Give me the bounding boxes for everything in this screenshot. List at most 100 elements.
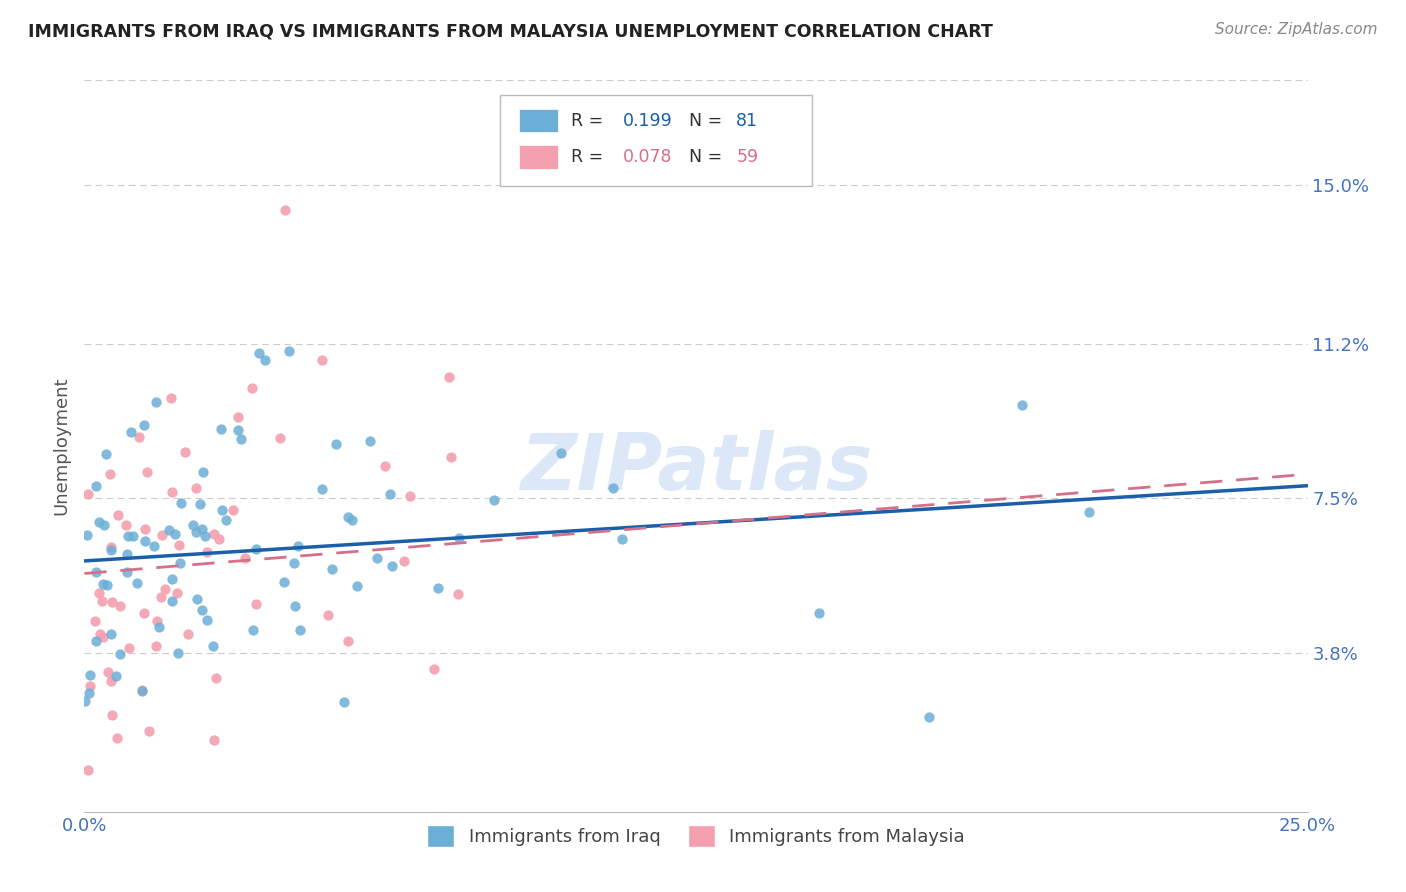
Point	[101, 708, 124, 723]
Point	[132, 417, 155, 432]
Point	[91, 576, 114, 591]
Text: N =: N =	[678, 148, 727, 166]
FancyBboxPatch shape	[519, 145, 558, 169]
Point	[193, 465, 215, 479]
Point	[79, 679, 101, 693]
Point	[132, 606, 155, 620]
Point	[134, 522, 156, 536]
Point	[392, 554, 415, 568]
Point	[602, 481, 624, 495]
Point	[96, 578, 118, 592]
Point	[273, 574, 295, 589]
Point	[311, 482, 333, 496]
Text: R =: R =	[571, 148, 609, 166]
Point	[100, 627, 122, 641]
Point	[194, 529, 217, 543]
Point	[117, 547, 139, 561]
Point	[284, 599, 307, 613]
Point	[166, 586, 188, 600]
Point	[283, 556, 305, 570]
Point	[374, 458, 396, 473]
Point	[76, 487, 98, 501]
FancyBboxPatch shape	[501, 95, 813, 186]
Point	[167, 538, 190, 552]
Point	[247, 346, 270, 360]
Point	[100, 673, 122, 688]
Point	[100, 543, 122, 558]
Point	[96, 447, 118, 461]
Point	[202, 733, 225, 747]
Point	[201, 640, 224, 654]
Y-axis label: Unemployment: Unemployment	[52, 376, 70, 516]
Point	[253, 353, 276, 368]
Point	[215, 513, 238, 527]
Point	[89, 586, 111, 600]
Point	[446, 587, 468, 601]
Point	[145, 639, 167, 653]
Point	[191, 522, 214, 536]
Point	[359, 434, 381, 448]
Point	[115, 518, 138, 533]
Point	[143, 539, 166, 553]
Point	[449, 531, 471, 545]
Point	[127, 575, 149, 590]
Point	[162, 572, 184, 586]
Point	[208, 533, 231, 547]
Point	[169, 556, 191, 570]
Point	[325, 437, 347, 451]
Point	[105, 731, 128, 745]
Point	[115, 566, 138, 580]
Point	[108, 648, 131, 662]
Point	[89, 515, 111, 529]
Point	[145, 395, 167, 409]
Text: R =: R =	[571, 112, 609, 129]
Point	[177, 627, 200, 641]
Point	[422, 662, 444, 676]
Point	[120, 425, 142, 440]
Text: Source: ZipAtlas.com: Source: ZipAtlas.com	[1215, 22, 1378, 37]
Point	[245, 541, 267, 556]
Point	[381, 559, 404, 574]
Point	[610, 532, 633, 546]
Point	[183, 518, 205, 533]
Point	[170, 495, 193, 509]
Point	[157, 523, 180, 537]
Point	[184, 524, 207, 539]
Point	[226, 410, 249, 425]
Point	[89, 627, 111, 641]
Point	[226, 423, 249, 437]
Point	[437, 369, 460, 384]
Point	[167, 646, 190, 660]
Point	[90, 594, 112, 608]
Point	[321, 562, 343, 576]
Point	[186, 591, 208, 606]
Point	[366, 551, 388, 566]
Point	[91, 630, 114, 644]
Point	[398, 489, 420, 503]
Point	[1011, 398, 1033, 412]
Point	[98, 467, 121, 481]
Text: 0.199: 0.199	[623, 112, 672, 129]
Point	[229, 432, 252, 446]
Point	[346, 578, 368, 592]
Legend: Immigrants from Iraq, Immigrants from Malaysia: Immigrants from Iraq, Immigrants from Ma…	[420, 817, 972, 854]
Point	[336, 633, 359, 648]
Point	[235, 550, 257, 565]
Point	[482, 493, 505, 508]
Point	[278, 344, 301, 359]
Point	[160, 594, 183, 608]
Point	[316, 607, 339, 622]
Point	[311, 352, 333, 367]
Text: N =: N =	[678, 112, 727, 129]
Point	[184, 481, 207, 495]
Point	[378, 487, 401, 501]
Point	[107, 508, 129, 522]
Point	[918, 709, 941, 723]
Point	[146, 614, 169, 628]
Point	[77, 686, 100, 700]
Point	[173, 445, 195, 459]
Point	[152, 528, 174, 542]
Point	[211, 503, 233, 517]
Point	[1078, 505, 1101, 519]
Point	[100, 540, 122, 554]
